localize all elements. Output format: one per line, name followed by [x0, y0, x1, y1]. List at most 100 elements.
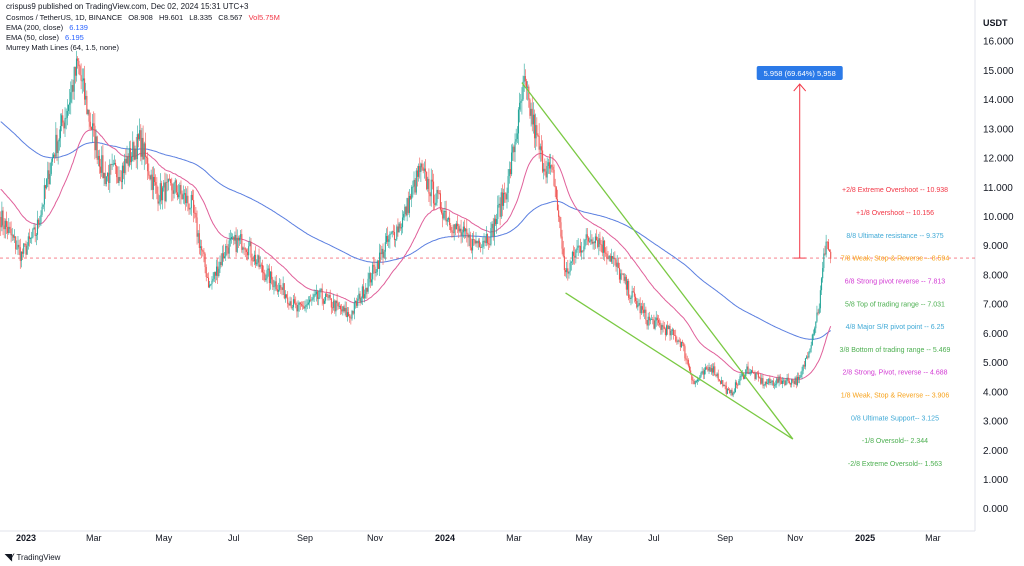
- candle: [282, 276, 284, 296]
- candle: [349, 314, 351, 323]
- candle-body: [201, 246, 203, 251]
- candle-body: [714, 366, 716, 376]
- candle: [127, 153, 129, 172]
- candle: [568, 271, 570, 279]
- candle-body: [225, 246, 227, 257]
- candle-body: [737, 384, 739, 386]
- ema50-row[interactable]: EMA (50, close) 6.195: [6, 33, 284, 43]
- candle: [530, 102, 532, 127]
- murrey-line-label: -1/8 Oversold-- 2.344: [862, 438, 928, 445]
- symbol-row[interactable]: Cosmos / TetherUS, 1D, BINANCE O8.908 H9…: [6, 13, 284, 23]
- candle-body: [491, 223, 493, 229]
- candle: [20, 251, 22, 268]
- candle-body: [106, 172, 109, 177]
- candle: [421, 159, 423, 171]
- candle: [109, 159, 111, 193]
- candle: [194, 204, 196, 219]
- candle: [612, 256, 614, 265]
- candle-body: [778, 376, 780, 383]
- candle-body: [820, 278, 823, 291]
- candle: [732, 391, 734, 398]
- candle: [80, 63, 82, 90]
- candle-body: [756, 372, 758, 374]
- candle: [454, 223, 456, 236]
- candle-body: [64, 118, 66, 129]
- candle: [359, 291, 361, 306]
- candle-body: [40, 214, 42, 223]
- candle-body: [736, 382, 738, 385]
- candle: [738, 379, 740, 386]
- candle: [624, 273, 626, 285]
- candle: [613, 252, 615, 267]
- candle: [197, 230, 199, 244]
- candle-body: [435, 202, 437, 205]
- candle: [373, 256, 375, 274]
- candle: [310, 294, 312, 302]
- candle: [799, 374, 801, 384]
- candle: [749, 369, 751, 376]
- candle-body: [532, 114, 534, 125]
- candle: [339, 304, 342, 315]
- candle-body: [725, 385, 727, 394]
- candle: [112, 159, 114, 167]
- candle-body: [303, 306, 305, 309]
- candle: [483, 233, 485, 249]
- candle: [616, 255, 618, 275]
- candle-body: [554, 185, 556, 188]
- candle: [605, 247, 607, 257]
- candle: [686, 355, 688, 365]
- candle: [707, 364, 709, 372]
- candle: [610, 248, 613, 264]
- candle-body: [727, 388, 730, 391]
- candle: [626, 278, 629, 296]
- candle-body: [176, 192, 179, 198]
- candle-body: [670, 330, 672, 336]
- candle: [387, 226, 389, 246]
- candle-body: [721, 380, 723, 384]
- candle-body: [570, 261, 572, 263]
- murrey-row[interactable]: Murrey Math Lines (64, 1.5, none): [6, 43, 284, 53]
- candle-body: [297, 304, 299, 312]
- candle: [214, 271, 216, 284]
- candle-body: [716, 373, 718, 376]
- candle-body: [639, 303, 641, 314]
- candle: [103, 172, 105, 186]
- candle-body: [211, 280, 213, 285]
- candle-body: [356, 301, 358, 306]
- candle-body: [125, 158, 127, 164]
- candle-body: [558, 210, 560, 217]
- candle: [238, 235, 241, 246]
- candle: [338, 301, 340, 310]
- candle-body: [695, 381, 697, 382]
- candle: [459, 224, 461, 233]
- candle-body: [328, 295, 330, 298]
- candle-body: [157, 193, 159, 204]
- candle-body: [272, 279, 274, 287]
- candle: [135, 137, 137, 169]
- currency-label[interactable]: USDT: [983, 18, 1008, 28]
- candle-body: [645, 309, 647, 321]
- candle: [436, 186, 438, 206]
- candle-body: [422, 167, 424, 171]
- candle-body: [771, 380, 773, 382]
- candle-body: [436, 189, 438, 203]
- candle-body: [640, 306, 642, 314]
- candle-body: [321, 288, 323, 299]
- x-tick-label: Nov: [787, 533, 804, 543]
- candle-body: [319, 289, 321, 298]
- candle-body: [238, 237, 241, 241]
- candle: [226, 239, 228, 256]
- candle-body: [90, 126, 92, 130]
- candle-body: [769, 378, 771, 384]
- candle: [737, 383, 739, 389]
- candle-body: [556, 199, 559, 211]
- candle-body: [571, 252, 573, 262]
- ema200-row[interactable]: EMA (200, close) 6.139: [6, 23, 284, 33]
- candle-body: [396, 226, 398, 240]
- candle: [266, 263, 268, 284]
- candle-body: [34, 227, 36, 236]
- candle: [559, 215, 561, 229]
- candle: [668, 324, 670, 330]
- candle: [93, 111, 95, 137]
